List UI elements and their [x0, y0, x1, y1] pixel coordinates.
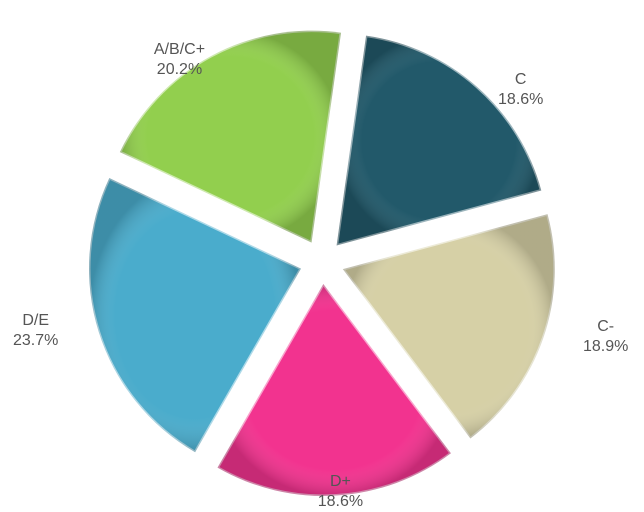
- slice-label: C: [515, 71, 527, 88]
- pie-slice: [335, 34, 543, 248]
- slice-value-label: 23.7%: [13, 332, 58, 349]
- slice-value-label: 18.9%: [583, 338, 628, 355]
- slice-label: C-: [597, 318, 614, 335]
- slice-label: D/E: [22, 312, 49, 329]
- slice-label: D+: [330, 473, 351, 490]
- slice-label: A/B/C+: [154, 41, 205, 58]
- slice-value-label: 18.6%: [498, 91, 543, 108]
- slice-value-label: 20.2%: [157, 61, 202, 78]
- slice-value-label: 18.6%: [318, 493, 363, 510]
